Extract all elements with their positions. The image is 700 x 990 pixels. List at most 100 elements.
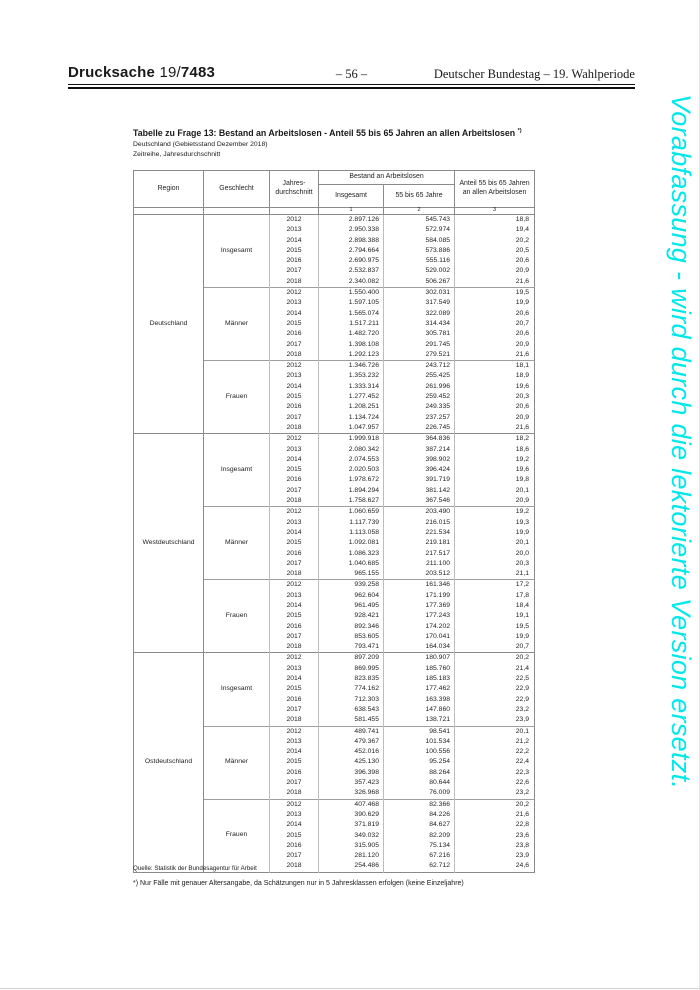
year-cell: 2017 xyxy=(269,778,319,789)
doc-number-bold: 7483 xyxy=(180,64,216,81)
year-cell: 2014 xyxy=(269,600,319,612)
age-55-65-cell: 101.534 xyxy=(382,736,455,748)
age-55-65-cell: 584.085 xyxy=(382,235,455,246)
total-cell: 425.130 xyxy=(318,757,384,768)
total-cell: 479.367 xyxy=(318,736,384,748)
share-cell: 18,6 xyxy=(454,444,535,455)
total-cell: 1.092.081 xyxy=(318,538,384,549)
table-row: 2013 2.080.342 387.214 18,6 xyxy=(134,444,535,455)
share-cell: 20,6 xyxy=(454,256,535,267)
year-cell: 2012 xyxy=(269,214,319,226)
share-cell: 20,1 xyxy=(454,726,535,737)
share-cell: 19,1 xyxy=(454,611,535,622)
year-cell: 2013 xyxy=(269,517,319,528)
table-row: Deutschland Insgesamt 2012 2.897.126 545.743… xyxy=(134,214,535,327)
year-cell: 2013 xyxy=(269,225,319,236)
age-55-65-cell: 170.041 xyxy=(382,631,455,643)
age-55-65-cell: 174.202 xyxy=(382,621,455,632)
share-cell: 23,2 xyxy=(454,704,535,716)
total-cell: 281.120 xyxy=(318,851,384,862)
table-title: Tabelle zu Frage 13: Bestand an Arbeitsl… xyxy=(133,128,603,138)
total-cell: 2.074.553 xyxy=(318,454,384,466)
share-cell: 20,1 xyxy=(454,485,535,497)
share-cell: 19,6 xyxy=(454,381,535,393)
age-55-65-cell: 82.209 xyxy=(382,830,455,841)
share-cell: 19,4 xyxy=(454,225,535,236)
table-row: 2015 928.421 177.243 19,1 xyxy=(134,611,535,622)
share-cell: 20,2 xyxy=(454,799,535,810)
share-cell: 19,8 xyxy=(454,475,535,486)
table-row: 2014 371.819 84.627 22,8 xyxy=(134,820,535,831)
table-row: 2013 1.117.739 216.015 19,3 xyxy=(134,517,535,528)
total-cell: 774.162 xyxy=(318,684,384,695)
total-cell: 2.020.503 xyxy=(318,465,384,476)
age-55-65-cell: 322.089 xyxy=(382,308,455,319)
share-cell: 21,1 xyxy=(454,569,535,580)
share-cell: 21,4 xyxy=(454,663,535,675)
region-cell: Westdeutschland xyxy=(142,538,195,546)
year-cell: 2018 xyxy=(269,276,319,288)
gender-cell: Frauen xyxy=(203,799,270,873)
table-subtitle-series: Zeitreihe, Jahresdurchschnitt xyxy=(133,151,221,158)
total-cell: 326.968 xyxy=(318,788,384,800)
age-55-65-cell: 243.712 xyxy=(382,360,455,372)
total-cell: 1.346.726 xyxy=(318,360,384,372)
total-cell: 638.543 xyxy=(318,704,384,716)
year-cell: 2018 xyxy=(269,715,319,727)
table-row: 2016 2.690.975 555.116 20,6 xyxy=(134,256,535,267)
col-header-anteil: Anteil 55 bis 65 Jahren an allen Arbeits… xyxy=(454,170,536,208)
title-footnote-mark: *) xyxy=(517,128,522,135)
col-header-region: Region xyxy=(133,170,204,208)
col-header-geschlecht: Geschlecht xyxy=(203,170,270,208)
running-head: Drucksache 19/7483 – 56 – Deutscher Bund… xyxy=(68,64,635,82)
total-cell: 1.550.400 xyxy=(318,287,384,299)
gender-cell: Männer xyxy=(203,287,270,361)
total-cell: 315.905 xyxy=(318,840,384,852)
year-cell: 2016 xyxy=(269,548,319,559)
total-cell: 1.597.105 xyxy=(318,298,384,309)
age-55-65-cell: 95.254 xyxy=(382,757,455,768)
table-body: Deutschland Insgesamt 2012 2.897.126 545.743… xyxy=(133,214,535,873)
year-cell: 2013 xyxy=(269,736,319,748)
share-cell: 22,5 xyxy=(454,674,535,685)
share-cell: 20,3 xyxy=(454,558,535,570)
table-row: 2016 1.482.720 305.781 20,6 xyxy=(134,329,535,340)
year-cell: 2018 xyxy=(269,569,319,580)
share-cell: 18,9 xyxy=(454,371,535,382)
table-row: 2015 2.794.664 573.886 20,5 xyxy=(134,245,535,257)
head-rule-thin xyxy=(68,84,635,85)
table-row: Ostdeutschland Insgesamt 2012 897.209 180.90… xyxy=(134,652,535,765)
table-row: 2017 638.543 147.860 23,2 xyxy=(134,704,535,716)
share-cell: 22,3 xyxy=(454,767,535,779)
total-cell: 1.113.058 xyxy=(318,527,384,539)
year-cell: 2014 xyxy=(269,381,319,393)
age-55-65-cell: 75.134 xyxy=(382,840,455,852)
age-55-65-cell: 573.886 xyxy=(382,245,455,257)
share-cell: 18,1 xyxy=(454,360,535,372)
age-55-65-cell: 76.009 xyxy=(382,788,455,800)
table-row: 2014 2.898.388 584.085 20,2 xyxy=(134,235,535,246)
doc-label: Drucksache xyxy=(68,64,156,81)
total-cell: 2.080.342 xyxy=(318,444,384,455)
share-cell: 17,8 xyxy=(454,590,535,601)
age-55-65-cell: 185.183 xyxy=(382,674,455,685)
share-cell: 20,7 xyxy=(454,318,535,330)
share-cell: 21,6 xyxy=(454,349,535,361)
share-cell: 23,6 xyxy=(454,830,535,841)
total-cell: 1.333.314 xyxy=(318,381,384,393)
year-cell: 2016 xyxy=(269,840,319,852)
share-cell: 22,9 xyxy=(454,684,535,695)
share-cell: 20,9 xyxy=(454,339,535,350)
age-55-65-cell: 387.214 xyxy=(382,444,455,455)
table-row: 2015 774.162 177.462 22,9 xyxy=(134,684,535,695)
year-cell: 2018 xyxy=(269,788,319,800)
share-cell: 19,3 xyxy=(454,517,535,528)
col-header-bestand-group: Bestand an Arbeitslosen xyxy=(317,170,456,185)
table-row: 2018 1.047.957 226.745 21,6 xyxy=(133,422,535,434)
share-cell: 18,8 xyxy=(454,214,535,226)
source-note: Quelle: Statistik der Bundesagentur für … xyxy=(133,865,257,872)
share-cell: 20,6 xyxy=(454,308,535,319)
year-cell: 2014 xyxy=(269,674,319,685)
year-cell: 2018 xyxy=(269,642,319,653)
table-row: 2013 1.353.232 255.425 18,9 xyxy=(134,371,535,382)
